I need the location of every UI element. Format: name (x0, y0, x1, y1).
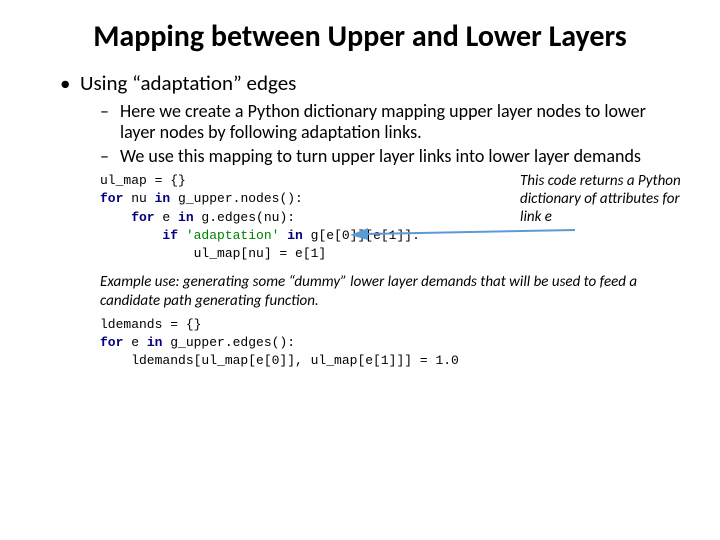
code-text: ldemands = {} (100, 317, 201, 332)
slide-title: Mapping between Upper and Lower Layers (40, 20, 680, 55)
code-kw: if (100, 228, 186, 243)
code-text: ul_map = {} (100, 173, 186, 188)
code-kw: in (178, 210, 194, 225)
code-annotation: This code returns a Python dictionary of… (520, 172, 690, 226)
code-block-1: This code returns a Python dictionary of… (100, 172, 680, 263)
code-text: g_upper.nodes(): (170, 191, 303, 206)
code-text: ldemands[ul_map[e[0]], ul_map[e[1]]] = 1… (100, 353, 459, 368)
code-str: 'adaptation' (186, 228, 280, 243)
code-kw: for (100, 191, 123, 206)
example-caption: Example use: generating some “dummy” low… (100, 273, 680, 311)
code-kw: for (100, 210, 155, 225)
bullet-level2-1: Here we create a Python dictionary mappi… (100, 101, 680, 144)
code-kw: in (147, 335, 163, 350)
code-kw: in (279, 228, 302, 243)
code-kw: in (155, 191, 171, 206)
code-text: g.edges(nu): (194, 210, 295, 225)
code-kw: for (100, 335, 123, 350)
code-block-2: ldemands = {} for e in g_upper.edges(): … (100, 316, 680, 371)
code-text: ul_map[nu] = e[1] (100, 246, 326, 261)
bullet-level2-2: We use this mapping to turn upper layer … (100, 146, 680, 168)
code-text: e (155, 210, 178, 225)
arrow-icon (350, 222, 580, 242)
bullet-level1: Using “adaptation” edges (60, 70, 680, 96)
code-text: nu (123, 191, 154, 206)
code-text: e (123, 335, 146, 350)
code-text: g_upper.edges(): (162, 335, 295, 350)
